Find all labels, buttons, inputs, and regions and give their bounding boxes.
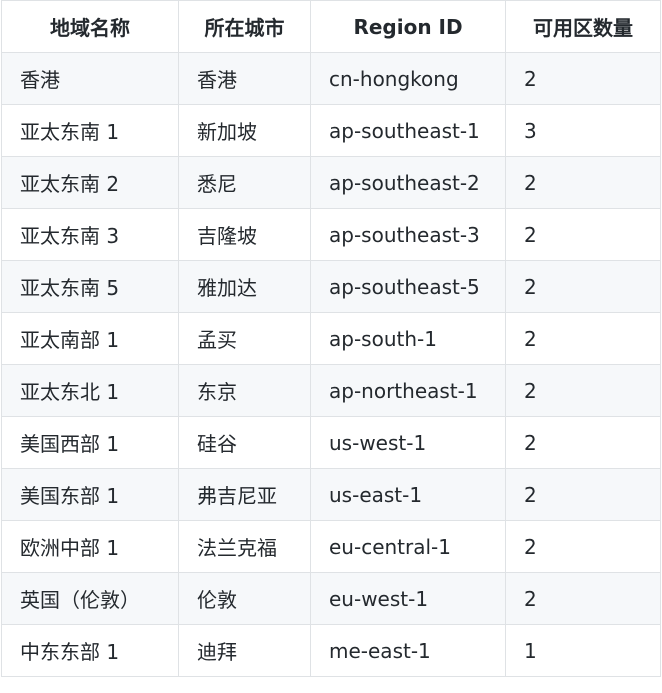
cell-region-name: 亚太东南 2 [1, 156, 179, 209]
cell-zone-count: 2 [505, 208, 661, 261]
cell-city: 弗吉尼亚 [178, 468, 311, 521]
cell-region-id: ap-southeast-3 [310, 208, 506, 261]
cell-region-id: me-east-1 [310, 624, 506, 677]
cell-region-name: 美国西部 1 [1, 416, 179, 469]
cell-city: 雅加达 [178, 260, 311, 313]
region-table: 地域名称 所在城市 Region ID 可用区数量 香港 香港 cn-hongkon… [1, 0, 661, 677]
table-row: 美国东部 1 弗吉尼亚 us-east-1 2 [1, 468, 661, 521]
table-row: 美国西部 1 硅谷 us-west-1 2 [1, 416, 661, 469]
cell-region-id: us-west-1 [310, 416, 506, 469]
cell-region-id: ap-southeast-5 [310, 260, 506, 313]
cell-region-name: 亚太南部 1 [1, 312, 179, 365]
cell-region-id: ap-southeast-1 [310, 104, 506, 157]
table-header-row: 地域名称 所在城市 Region ID 可用区数量 [1, 0, 661, 53]
cell-region-name: 亚太东南 1 [1, 104, 179, 157]
cell-zone-count: 2 [505, 156, 661, 209]
cell-region-id: us-east-1 [310, 468, 506, 521]
cell-city: 硅谷 [178, 416, 311, 469]
cell-region-id: eu-west-1 [310, 572, 506, 625]
table-row: 亚太南部 1 孟买 ap-south-1 2 [1, 312, 661, 365]
cell-region-name: 欧洲中部 1 [1, 520, 179, 573]
cell-city: 吉隆坡 [178, 208, 311, 261]
header-zone-count: 可用区数量 [505, 0, 661, 53]
cell-city: 新加坡 [178, 104, 311, 157]
cell-city: 香港 [178, 52, 311, 105]
cell-city: 孟买 [178, 312, 311, 365]
header-region-name: 地域名称 [1, 0, 179, 53]
cell-region-id: ap-southeast-2 [310, 156, 506, 209]
cell-zone-count: 3 [505, 104, 661, 157]
cell-zone-count: 2 [505, 468, 661, 521]
table-row: 亚太东南 2 悉尼 ap-southeast-2 2 [1, 156, 661, 209]
cell-zone-count: 2 [505, 572, 661, 625]
table-row: 香港 香港 cn-hongkong 2 [1, 52, 661, 105]
cell-region-id: eu-central-1 [310, 520, 506, 573]
cell-region-name: 亚太东南 5 [1, 260, 179, 313]
cell-region-name: 英国（伦敦） [1, 572, 179, 625]
cell-city: 伦敦 [178, 572, 311, 625]
cell-zone-count: 2 [505, 416, 661, 469]
cell-region-name: 亚太东北 1 [1, 364, 179, 417]
table-row: 欧洲中部 1 法兰克福 eu-central-1 2 [1, 520, 661, 573]
cell-city: 法兰克福 [178, 520, 311, 573]
header-city: 所在城市 [178, 0, 311, 53]
cell-city: 东京 [178, 364, 311, 417]
table-row: 亚太东南 1 新加坡 ap-southeast-1 3 [1, 104, 661, 157]
table-row: 中东东部 1 迪拜 me-east-1 1 [1, 624, 661, 677]
cell-city: 悉尼 [178, 156, 311, 209]
cell-region-id: ap-northeast-1 [310, 364, 506, 417]
cell-city: 迪拜 [178, 624, 311, 677]
table-row: 亚太东南 3 吉隆坡 ap-southeast-3 2 [1, 208, 661, 261]
cell-zone-count: 2 [505, 260, 661, 313]
table-row: 英国（伦敦） 伦敦 eu-west-1 2 [1, 572, 661, 625]
cell-region-id: ap-south-1 [310, 312, 506, 365]
cell-region-id: cn-hongkong [310, 52, 506, 105]
cell-zone-count: 1 [505, 624, 661, 677]
table-row: 亚太东北 1 东京 ap-northeast-1 2 [1, 364, 661, 417]
cell-region-name: 香港 [1, 52, 179, 105]
cell-zone-count: 2 [505, 52, 661, 105]
cell-zone-count: 2 [505, 520, 661, 573]
table-row: 亚太东南 5 雅加达 ap-southeast-5 2 [1, 260, 661, 313]
header-region-id: Region ID [310, 0, 506, 53]
cell-zone-count: 2 [505, 364, 661, 417]
cell-region-name: 亚太东南 3 [1, 208, 179, 261]
cell-region-name: 中东东部 1 [1, 624, 179, 677]
cell-zone-count: 2 [505, 312, 661, 365]
cell-region-name: 美国东部 1 [1, 468, 179, 521]
